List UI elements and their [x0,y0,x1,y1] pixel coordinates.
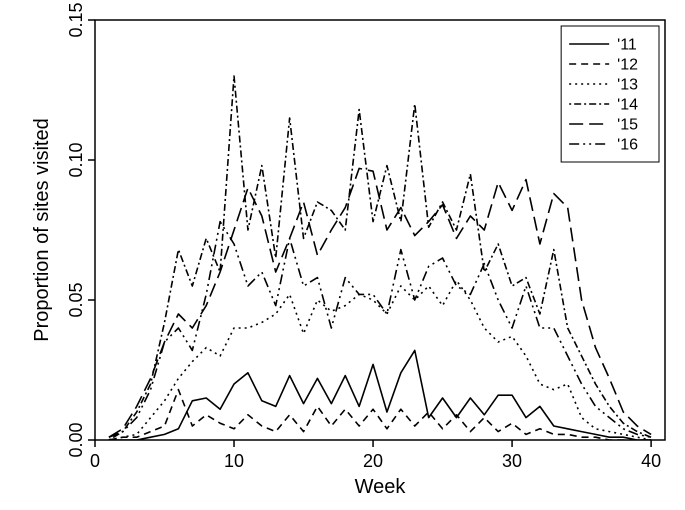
legend: '11 '12 '13 '14 '15 '16 [561,26,659,162]
x-tick-label: 30 [502,451,522,471]
x-tick-label: 40 [641,451,661,471]
x-axis-label: Week [355,476,407,498]
legend-label: '11 [617,37,637,54]
y-tick-label: 0.10 [66,142,86,177]
y-axis-label: Proportion of sites visited [31,118,53,341]
y-tick-label: 0.15 [66,2,86,37]
series-line [109,168,651,437]
legend-label: '14 [617,97,638,114]
series-line [109,390,651,440]
x-tick-label: 0 [90,451,100,471]
sites-visited-chart: 0 10 20 30 40 0.00 0.05 0.10 0.15 Week Proportion … [0,0,685,510]
series-line [109,350,651,440]
legend-label: '15 [617,117,638,134]
y-tick-label: 0.00 [66,422,86,457]
x-tick-label: 20 [363,451,383,471]
y-tick-label: 0.05 [66,282,86,317]
x-tick-label: 10 [224,451,244,471]
legend-label: '13 [617,77,638,94]
legend-label: '16 [617,137,638,154]
legend-label: '12 [617,57,638,74]
